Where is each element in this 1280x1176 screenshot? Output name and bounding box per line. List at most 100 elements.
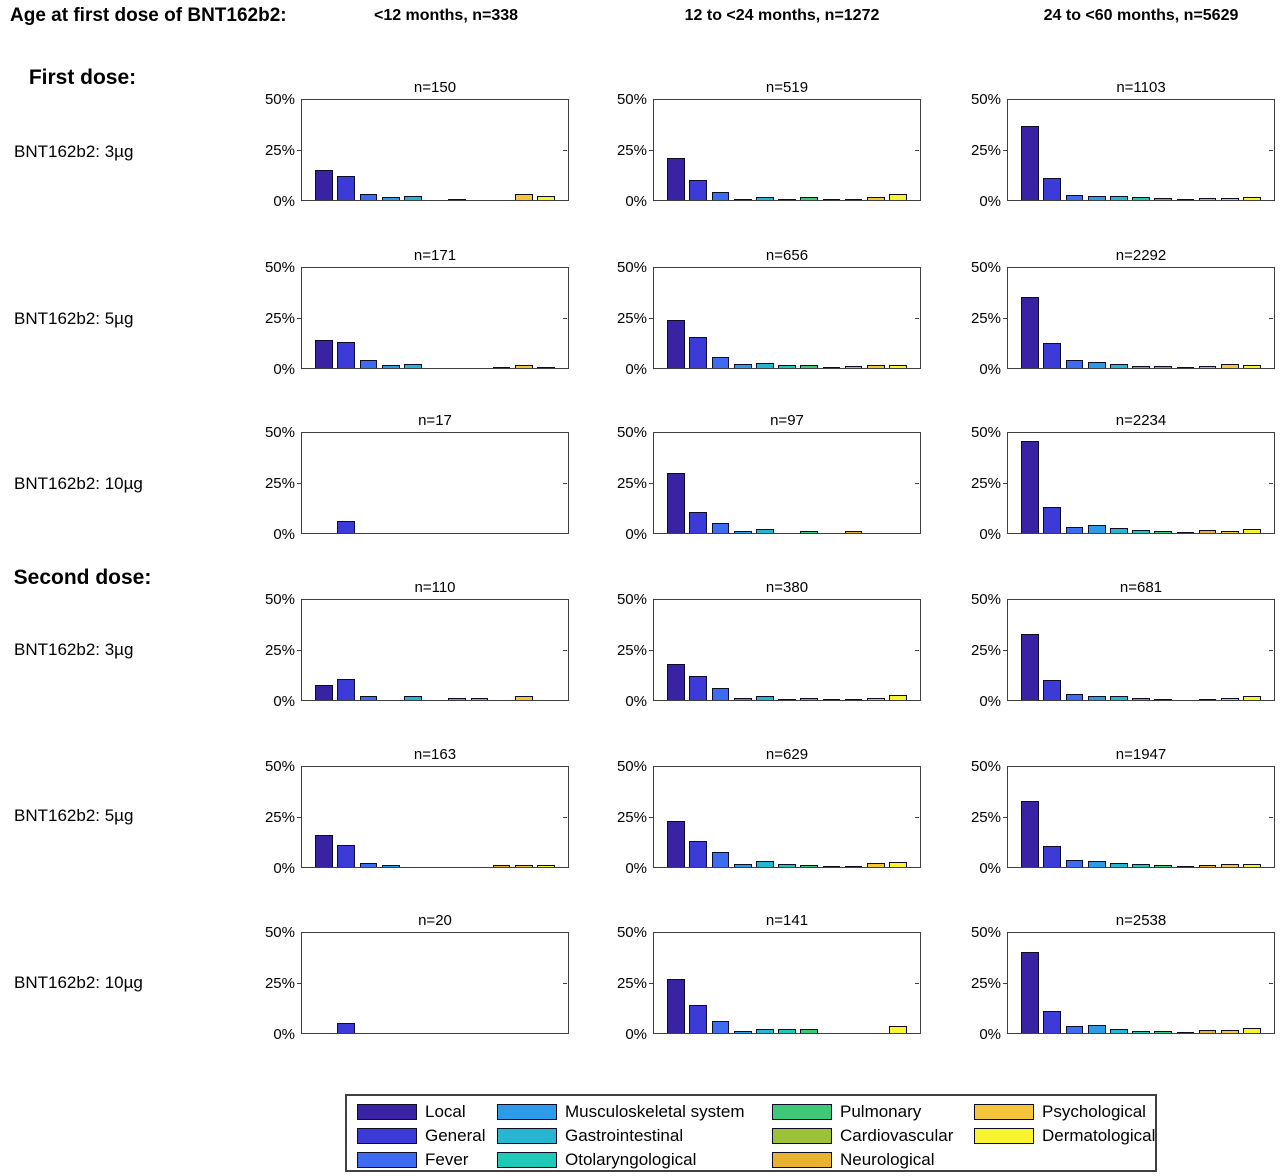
legend-swatch-local [357, 1104, 417, 1120]
col-header-24-to-60-months: 24 to <60 months, n=5629 [1043, 7, 1239, 24]
bar-slot-musculoskeletal-system [380, 100, 402, 200]
bar-dermatological [1243, 696, 1261, 700]
bar-slot-musculoskeletal-system [732, 933, 754, 1033]
bar-cardiovascular [822, 866, 841, 867]
bar-slot-cardiovascular [1174, 600, 1196, 700]
y-tick-label: 0% [625, 693, 647, 710]
legend-swatch-otolaryngological [497, 1152, 557, 1168]
y-tick-mark [649, 150, 653, 151]
bar-slot-fever [357, 767, 379, 867]
bar-otolaryngological [1132, 365, 1150, 368]
subplot-second-5ug-12to24m: n=629 50% 25% 0% [617, 746, 921, 877]
bar-slot-fever [1063, 268, 1085, 368]
y-tick-label: 25% [264, 642, 295, 659]
group-label-first-dose: First dose: [28, 66, 137, 89]
bar-otolaryngological [778, 699, 796, 700]
bar-neurological [844, 199, 863, 200]
bar-neurological [1198, 530, 1217, 533]
bar-neurological [844, 699, 863, 700]
bars [302, 767, 568, 867]
bar-slot-musculoskeletal-system [732, 100, 754, 200]
bar-musculoskeletal-system [733, 198, 752, 200]
bar-slot-pulmonary [798, 600, 820, 700]
bar-neurological [492, 366, 511, 368]
bar-gastrointestinal [755, 197, 774, 200]
bar-slot-psychological [513, 933, 535, 1033]
legend-item-gastrointestinal: Gastrointestinal [497, 1126, 683, 1146]
col-header-12-to-24-months: 12 to <24 months, n=1272 [684, 7, 880, 24]
legend-label: Cardiovascular [840, 1126, 954, 1145]
bar-fever [1065, 195, 1084, 200]
legend-swatch-pulmonary [772, 1104, 832, 1120]
bar-slot-pulmonary [446, 600, 468, 700]
bar-slot-general [335, 933, 357, 1033]
bar-fever [1065, 860, 1084, 867]
bar-slot-local [665, 600, 687, 700]
y-tick-label: 50% [970, 259, 1001, 276]
legend-label: Fever [425, 1150, 469, 1169]
bar-slot-neurological [843, 600, 865, 700]
bar-fever [1065, 527, 1084, 533]
bar-musculoskeletal-system [1087, 861, 1106, 867]
bar-slot-gastrointestinal [1108, 100, 1130, 200]
bar-slot-cardiovascular [820, 600, 842, 700]
legend-item-cardiovascular: Cardiovascular [772, 1126, 953, 1146]
y-tick-label: 50% [970, 424, 1001, 441]
bar-psychological [866, 197, 885, 200]
bar-musculoskeletal-system [1087, 362, 1106, 368]
legend-item-local: Local [357, 1102, 466, 1122]
bar-neurological [1198, 1030, 1217, 1033]
bar-dermatological [537, 196, 555, 200]
bar-slot-gastrointestinal [402, 933, 424, 1033]
y-tick-mark [649, 318, 653, 319]
y-tick-label: 25% [970, 142, 1001, 159]
bar-pulmonary [800, 197, 819, 200]
bar-slot-cardiovascular [820, 767, 842, 867]
bar-slot-local [313, 433, 335, 533]
bar-fever [711, 1021, 730, 1033]
bar-slot-gastrointestinal [1108, 933, 1130, 1033]
bar-slot-pulmonary [446, 933, 468, 1033]
bar-slot-pulmonary [446, 268, 468, 368]
bar-slot-pulmonary [798, 268, 820, 368]
bar-psychological [866, 364, 885, 368]
y-tick-mark [1269, 817, 1273, 818]
bar-slot-cardiovascular [1174, 933, 1196, 1033]
subplot-n-label: n=681 [1119, 579, 1163, 596]
bar-slot-general [1041, 600, 1063, 700]
legend-swatch-gastrointestinal [497, 1128, 557, 1144]
bar-dermatological [537, 865, 555, 867]
bar-pulmonary [1154, 699, 1173, 700]
plot-area [649, 432, 921, 534]
bar-slot-local [313, 933, 335, 1033]
legend-swatch-musculoskeletal-system [497, 1104, 557, 1120]
bar-dermatological [1243, 1028, 1261, 1033]
bar-slot-fever [709, 600, 731, 700]
bar-slot-local [665, 100, 687, 200]
bar-slot-neurological [491, 767, 513, 867]
bar-slot-psychological [513, 433, 535, 533]
y-tick-mark [1269, 150, 1273, 151]
bar-slot-fever [709, 433, 731, 533]
subplot-n-label: n=17 [418, 412, 452, 429]
bar-local [315, 685, 333, 700]
y-tick-mark [563, 483, 567, 484]
subplot-first-5ug-12to24m: n=656 50% 25% 0% [617, 247, 921, 378]
bar-slot-dermatological [887, 933, 909, 1033]
bar-slot-musculoskeletal-system [380, 600, 402, 700]
bar-slot-pulmonary [446, 433, 468, 533]
bar-fever [1065, 1026, 1084, 1033]
y-tick-label: 25% [616, 642, 647, 659]
bar-otolaryngological [1132, 197, 1150, 200]
bar-slot-psychological [865, 600, 887, 700]
bar-slot-fever [1063, 600, 1085, 700]
bar-general [337, 176, 356, 200]
bar-slot-psychological [513, 600, 535, 700]
plot-area [297, 267, 569, 369]
plot-area [1003, 267, 1275, 369]
bars [654, 767, 920, 867]
bar-slot-pulmonary [798, 100, 820, 200]
bar-gastrointestinal [1109, 528, 1128, 533]
bar-fever [1065, 360, 1084, 368]
bar-slot-dermatological [535, 600, 557, 700]
